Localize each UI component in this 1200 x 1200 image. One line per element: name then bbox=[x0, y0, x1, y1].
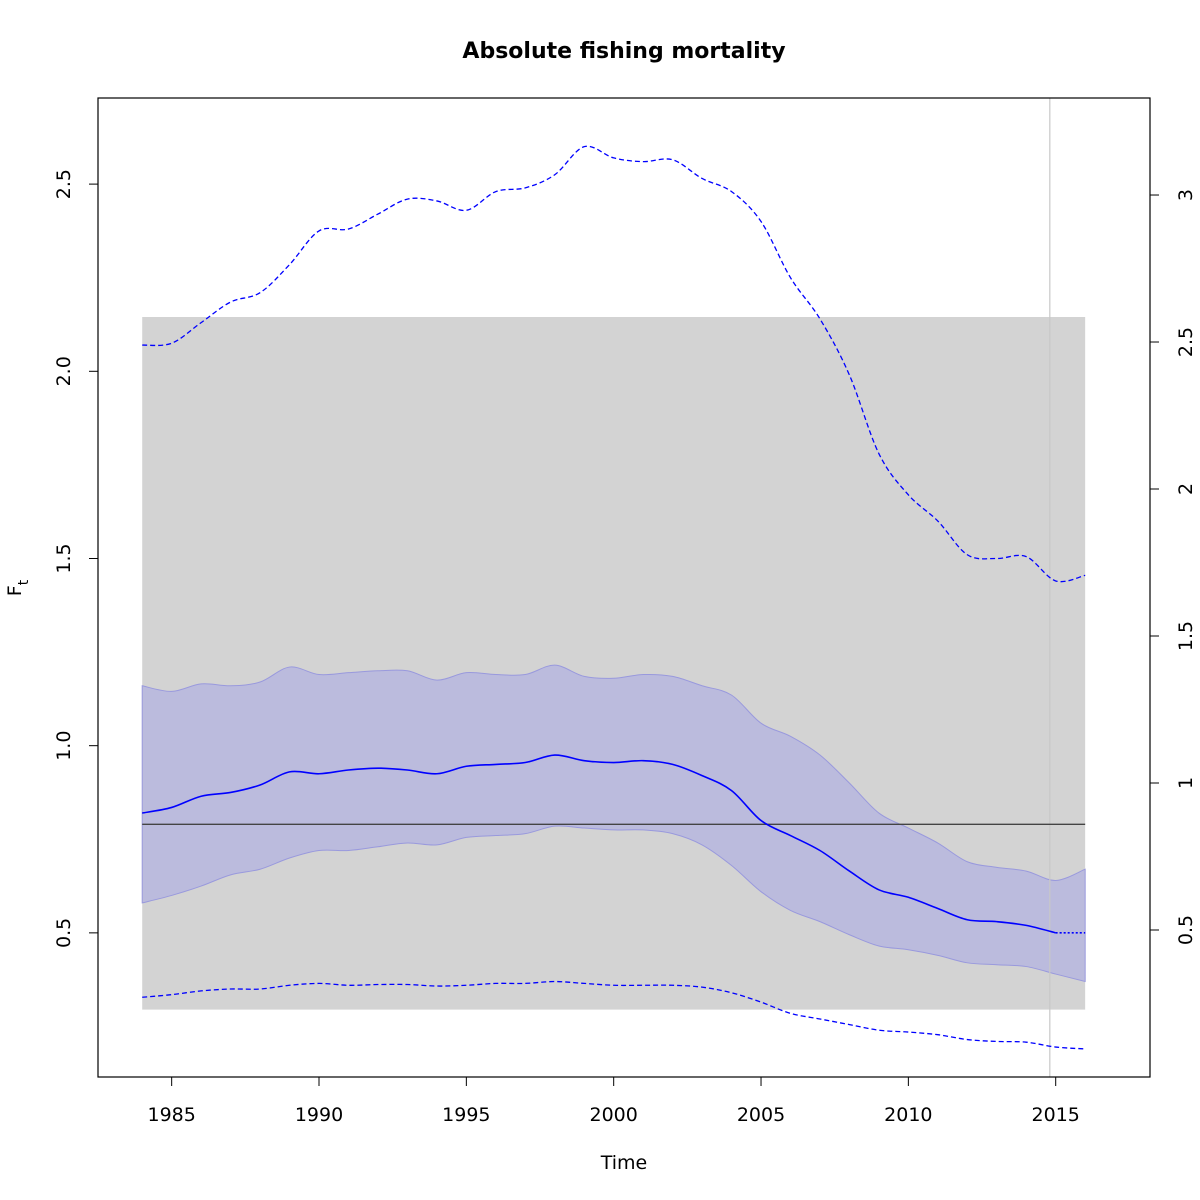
y-tick-label-1.0: 1.0 bbox=[53, 731, 75, 761]
y-axis-title-sub: t bbox=[16, 579, 32, 585]
y-axis-title-main: F bbox=[4, 585, 26, 596]
x-tick-label-1995: 1995 bbox=[442, 1104, 490, 1126]
series-f bbox=[142, 754, 1056, 934]
right-y-tick-label-0.5: 0.5 bbox=[1175, 915, 1197, 945]
right-y-axis: 0.5 1 1.5 2 2.5 3 bbox=[1149, 189, 1197, 945]
series-upper-dashed bbox=[142, 145, 1086, 583]
right-y-tick-label-2: 2 bbox=[1175, 483, 1197, 495]
y-tick-label-1.5: 1.5 bbox=[53, 543, 75, 573]
x-tick-label-2005: 2005 bbox=[737, 1104, 785, 1126]
x-tick-label-2010: 2010 bbox=[884, 1104, 932, 1126]
right-y-tick-label-3: 3 bbox=[1175, 189, 1197, 201]
series-lower-dashed bbox=[142, 980, 1086, 1050]
svg-text:Ft: Ft bbox=[4, 579, 32, 596]
y-axis: 0.5 1.0 1.5 2.0 2.5 bbox=[53, 169, 99, 948]
y-tick-label-0.5: 0.5 bbox=[53, 918, 75, 948]
x-axis: 1985 1990 1995 2000 2005 2010 2015 bbox=[147, 1076, 1080, 1126]
x-axis-title: Time bbox=[600, 1152, 648, 1174]
x-tick-label-2000: 2000 bbox=[590, 1104, 638, 1126]
confidence-band bbox=[141, 664, 1086, 983]
y-tick-label-2.5: 2.5 bbox=[53, 169, 75, 199]
chart-title: Absolute fishing mortality bbox=[462, 39, 785, 64]
right-y-tick-label-2.5: 2.5 bbox=[1175, 327, 1197, 357]
y-axis-title: Ft bbox=[4, 579, 32, 596]
y-tick-label-2.0: 2.0 bbox=[53, 356, 75, 386]
plot-area bbox=[141, 98, 1086, 1077]
x-tick-label-1990: 1990 bbox=[295, 1104, 343, 1126]
right-y-tick-label-1.5: 1.5 bbox=[1175, 621, 1197, 651]
x-tick-label-2015: 2015 bbox=[1032, 1104, 1080, 1126]
right-y-tick-label-1: 1 bbox=[1175, 777, 1197, 789]
x-tick-label-1985: 1985 bbox=[147, 1104, 195, 1126]
